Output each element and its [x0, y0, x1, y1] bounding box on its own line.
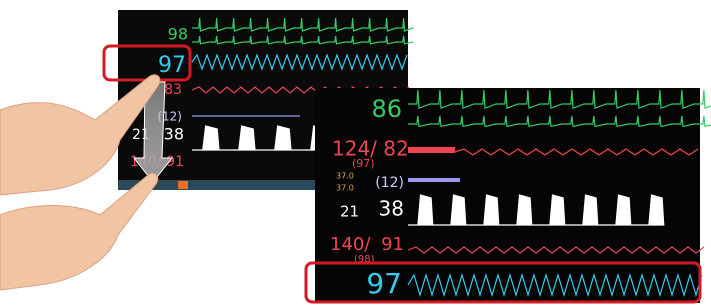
nibp-dia: 83 [164, 82, 182, 98]
resp-paren: (12) [375, 175, 404, 191]
art-dia: 91 [381, 234, 404, 255]
nibp-mean: (97) [352, 157, 375, 170]
spo2: 97 [158, 53, 186, 78]
right-monitor: 86 124/ 82 (97) 37.0 37.0 (12) 21 38 140… [315, 88, 711, 303]
hr: 98 [168, 25, 188, 44]
screenshot: 98 97 83 (12) 21 38 140/ 91 86 124/ 82 (… [0, 0, 711, 307]
temp1: 37.0 [336, 172, 354, 181]
resp: 21 [340, 203, 359, 221]
etco2: 38 [379, 197, 404, 221]
art-sys: 140/ [330, 234, 371, 255]
temp2: 37.0 [336, 184, 354, 193]
spo2: 97 [366, 267, 402, 300]
etco2: 38 [164, 125, 184, 144]
hr: 86 [371, 95, 402, 123]
